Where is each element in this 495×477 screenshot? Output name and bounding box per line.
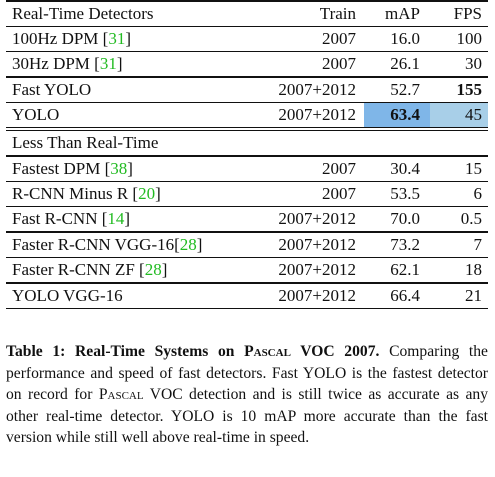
caption-body: Comparing the performance and speed of f… <box>6 343 488 446</box>
row-fps-best: 155 <box>456 79 483 99</box>
table-row: R-CNN Minus R [20] 2007 53.5 6 <box>6 182 488 206</box>
header-fps: FPS <box>453 3 482 23</box>
row-name: Fastest DPM [38] <box>12 158 133 178</box>
row-name: Faster R-CNN ZF [28] <box>12 260 168 280</box>
row-rule <box>6 180 488 182</box>
table-row: 30Hz DPM [31] 2007 26.1 30 <box>6 52 488 76</box>
row-map: 73.2 <box>390 234 420 254</box>
table-bottom-rule <box>6 307 488 310</box>
row-map: 30.4 <box>390 158 420 178</box>
row-map: 66.4 <box>390 285 420 305</box>
header-rule <box>6 25 488 27</box>
table-row: YOLO VGG-16 2007+2012 66.4 21 <box>6 284 488 308</box>
table-row: YOLO 2007+2012 63.4 45 <box>6 103 488 128</box>
row-name: 30Hz DPM [31] <box>12 54 123 74</box>
table-row: Faster R-CNN ZF [28] 2007+2012 62.1 18 <box>6 258 488 282</box>
results-table: Real-Time Detectors Train mAP FPS 100Hz … <box>6 0 488 310</box>
row-fps: 100 <box>456 28 483 48</box>
table-row: Faster R-CNN VGG-16[28] 2007+2012 73.2 7 <box>6 233 488 257</box>
row-train: 2007+2012 <box>278 260 356 280</box>
citation-link[interactable]: 20 <box>138 183 156 203</box>
row-train: 2007 <box>322 183 356 203</box>
table-top-rule <box>6 0 488 2</box>
row-name: YOLO <box>12 105 60 125</box>
row-name: Fast R-CNN [14] <box>12 209 131 229</box>
row-rule <box>6 231 488 233</box>
row-fps: 7 <box>473 234 483 254</box>
row-train: 2007+2012 <box>278 285 356 305</box>
row-train: 2007+2012 <box>278 79 356 99</box>
caption-title: Real-Time Systems on Pascal VOC 2007. <box>75 343 380 360</box>
row-train: 2007 <box>322 54 356 74</box>
table-row: Fastest DPM [38] 2007 30.4 15 <box>6 157 488 181</box>
map-highlight <box>364 103 430 128</box>
citation-link[interactable]: 31 <box>99 54 117 74</box>
row-train: 2007+2012 <box>278 209 356 229</box>
row-fps: 45 <box>465 105 482 125</box>
caption-label: Table 1: <box>6 343 66 360</box>
row-train: 2007+2012 <box>278 234 356 254</box>
row-name: Faster R-CNN VGG-16[28] <box>12 234 203 254</box>
row-name: R-CNN Minus R [20] <box>12 183 161 203</box>
row-rule <box>6 282 488 284</box>
fps-highlight <box>430 103 488 128</box>
header-detectors: Real-Time Detectors <box>12 3 154 23</box>
row-name: 100Hz DPM [31] <box>12 28 132 48</box>
section-rule <box>6 155 488 157</box>
table-row: Fast YOLO 2007+2012 52.7 155 <box>6 78 488 102</box>
row-map-best: 63.4 <box>390 105 420 125</box>
row-map: 26.1 <box>390 54 420 74</box>
row-fps: 18 <box>465 260 482 280</box>
citation-link[interactable]: 14 <box>107 209 125 229</box>
row-train: 2007+2012 <box>278 105 356 125</box>
citation-link[interactable]: 38 <box>110 158 128 178</box>
row-map: 70.0 <box>390 209 420 229</box>
section-double-rule <box>6 127 488 132</box>
table-caption: Table 1: Real-Time Systems on Pascal VOC… <box>6 341 488 449</box>
header-map: mAP <box>385 3 420 23</box>
table-row: Fast R-CNN [14] 2007+2012 70.0 0.5 <box>6 207 488 231</box>
row-fps: 21 <box>465 285 482 305</box>
row-fps: 0.5 <box>460 209 482 229</box>
row-train: 2007 <box>322 28 356 48</box>
section-title: Less Than Real-Time <box>12 133 159 153</box>
table-row: 100Hz DPM [31] 2007 16.0 100 <box>6 27 488 51</box>
citation-link[interactable]: 31 <box>108 28 126 48</box>
table-header-row: Real-Time Detectors Train mAP FPS <box>6 2 488 26</box>
row-fps: 15 <box>465 158 482 178</box>
row-train: 2007 <box>322 158 356 178</box>
row-rule <box>6 50 488 53</box>
row-rule <box>6 205 488 208</box>
row-map: 53.5 <box>390 183 420 203</box>
row-map: 62.1 <box>390 260 420 280</box>
citation-link[interactable]: 28 <box>179 234 197 254</box>
row-map: 52.7 <box>390 79 420 99</box>
row-rule <box>6 101 488 104</box>
row-map: 16.0 <box>390 28 420 48</box>
section-title-row: Less Than Real-Time <box>6 131 488 155</box>
row-fps: 6 <box>473 183 483 203</box>
row-rule <box>6 76 488 78</box>
row-fps: 30 <box>465 54 482 74</box>
citation-link[interactable]: 28 <box>144 260 162 280</box>
row-rule <box>6 256 488 259</box>
row-name: Fast YOLO <box>12 79 92 99</box>
header-train: Train <box>319 3 356 23</box>
row-name: YOLO VGG-16 <box>12 285 123 305</box>
